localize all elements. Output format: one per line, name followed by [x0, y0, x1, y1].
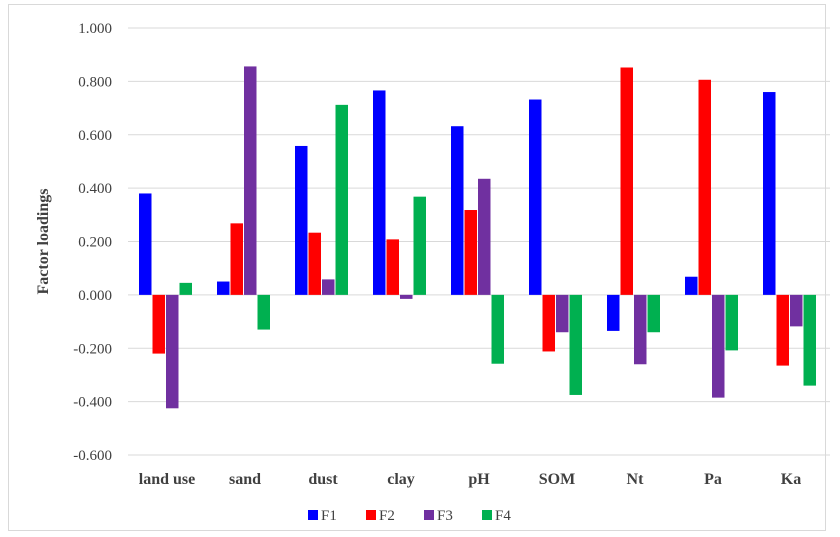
bar-f3-dust	[322, 279, 335, 295]
bar-f4-pa	[725, 294, 738, 351]
x-category-label: sand	[229, 471, 261, 488]
bar-f3-land-use	[166, 294, 179, 409]
legend-swatch-f3	[424, 510, 434, 520]
bar-f4-som	[569, 294, 582, 395]
x-category-label: SOM	[539, 471, 575, 488]
y-axis-label: Factor loadings	[35, 189, 52, 295]
legend-label-f4: F4	[495, 508, 511, 524]
bar-f1-ph	[451, 126, 464, 295]
x-category-label: dust	[308, 471, 338, 488]
bar-f2-pa	[698, 79, 711, 295]
bar-f2-ka	[776, 294, 789, 366]
y-tick-label: -0.600	[73, 448, 112, 464]
bar-f1-pa	[685, 276, 698, 295]
bar-f1-ka	[763, 92, 776, 295]
bar-f4-clay	[413, 196, 426, 295]
y-tick-label: 1.000	[78, 21, 112, 37]
bar-f4-sand	[257, 294, 270, 330]
bar-f2-land-use	[152, 294, 165, 354]
x-category-label: Ka	[781, 471, 801, 488]
bar-f4-ph	[491, 294, 504, 364]
y-tick-label: 0.600	[78, 128, 112, 144]
x-category-label: Nt	[627, 471, 645, 488]
x-category-label: pH	[468, 471, 490, 488]
legend-swatch-f2	[366, 510, 376, 520]
bar-f1-land-use	[139, 193, 152, 295]
y-tick-label: -0.200	[73, 341, 112, 357]
bar-f3-clay	[400, 294, 413, 299]
bar-f2-nt	[620, 67, 633, 295]
bar-f4-land-use	[179, 282, 192, 295]
bar-f3-som	[556, 294, 569, 333]
y-tick-label: 0.200	[78, 235, 112, 251]
bar-f3-sand	[244, 66, 257, 295]
bar-f1-som	[529, 99, 542, 295]
legend-swatch-f4	[482, 510, 492, 520]
y-tick-label: -0.400	[73, 395, 112, 411]
bar-f2-sand	[230, 223, 243, 295]
legend-label-f3: F3	[437, 508, 453, 524]
bar-f1-nt	[607, 294, 620, 331]
bar-f3-ka	[790, 294, 803, 327]
bar-f1-dust	[295, 145, 308, 295]
x-category-label: clay	[387, 471, 415, 488]
legend-label-f1: F1	[321, 508, 337, 524]
y-tick-label: 0.000	[78, 288, 112, 304]
y-tick-label: 0.400	[78, 181, 112, 197]
bar-f1-sand	[217, 281, 230, 295]
legend-label-f2: F2	[379, 508, 395, 524]
bar-f4-ka	[803, 294, 816, 386]
bar-f2-dust	[308, 232, 321, 295]
bar-f2-clay	[386, 239, 399, 295]
bar-f2-ph	[464, 210, 477, 295]
legend-swatch-f1	[308, 510, 318, 520]
bar-f3-nt	[634, 294, 647, 365]
bar-f3-pa	[712, 294, 725, 398]
bar-f2-som	[542, 294, 555, 352]
bar-f1-clay	[373, 90, 386, 295]
bar-f4-nt	[647, 294, 660, 333]
bar-f4-dust	[335, 104, 348, 295]
y-tick-label: 0.800	[78, 74, 112, 90]
x-category-label: land use	[139, 471, 195, 488]
bar-f3-ph	[478, 178, 491, 295]
x-category-label: Pa	[704, 471, 722, 488]
